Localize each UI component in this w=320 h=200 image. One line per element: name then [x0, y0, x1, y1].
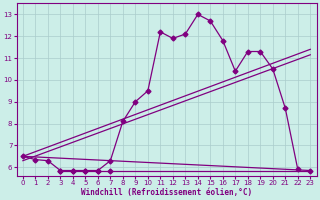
- X-axis label: Windchill (Refroidissement éolien,°C): Windchill (Refroidissement éolien,°C): [81, 188, 252, 197]
